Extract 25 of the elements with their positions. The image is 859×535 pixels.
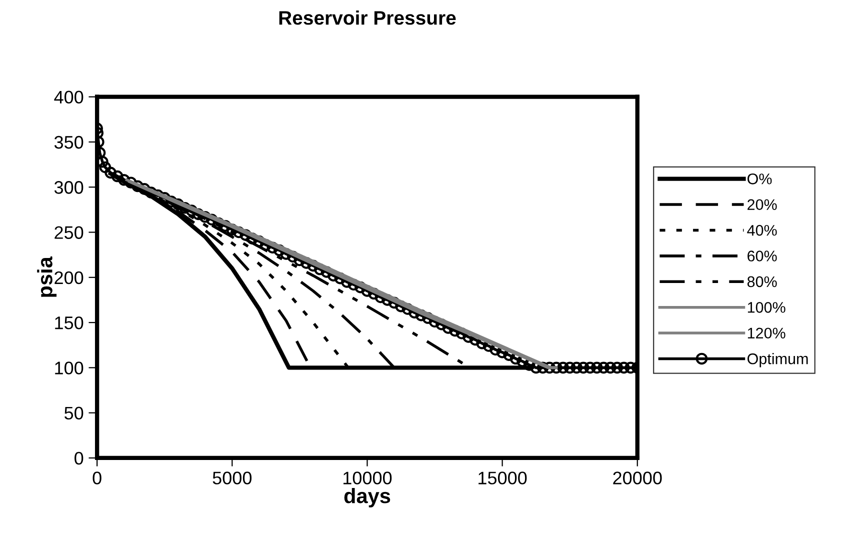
x-tick-label: 20000: [613, 472, 662, 484]
text: 40%: [747, 224, 777, 236]
y-tick-label: 50: [64, 406, 84, 420]
y-tick-label: 300: [54, 181, 84, 194]
x-tick-label: 5000: [212, 472, 252, 484]
text: 120%: [748, 328, 786, 339]
text: 60%: [748, 250, 777, 262]
x-tick-label: 10000: [344, 472, 392, 484]
y-tick-label: 150: [55, 316, 84, 330]
y-tick-label: 200: [54, 271, 84, 284]
text: O%: [748, 174, 772, 184]
y-tick-label: 350: [54, 136, 84, 149]
text: 80%: [747, 276, 777, 288]
chart-title: Reservoir Pressure: [279, 10, 456, 25]
y-axis-title: psia: [37, 256, 57, 297]
x-tick-label: 15000: [478, 472, 527, 484]
y-tick-label: 0: [74, 452, 84, 465]
text: Optimum: [748, 353, 808, 368]
y-tick-label: 250: [54, 226, 84, 239]
text: 20%: [748, 199, 777, 210]
x-tick-label: 0: [92, 472, 102, 484]
y-tick-label: 400: [54, 90, 84, 104]
y-tick-label: 100: [55, 362, 84, 374]
text: 100%: [748, 302, 786, 313]
x-axis-title: days: [344, 488, 390, 508]
